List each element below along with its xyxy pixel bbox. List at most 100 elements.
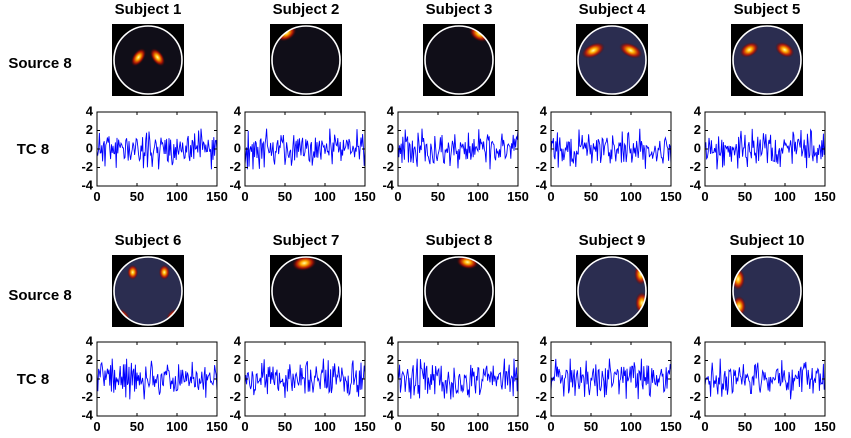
brain-disk: [425, 257, 493, 325]
x-tick-label: 50: [278, 189, 292, 204]
time-course-line: [704, 128, 826, 170]
activation-blob: [158, 264, 170, 280]
time-course-line: [96, 128, 218, 170]
y-tick-label: -2: [229, 159, 241, 174]
y-tick-label: 2: [694, 122, 701, 137]
y-tick-label: -2: [689, 389, 701, 404]
y-tick-label: -4: [229, 407, 241, 422]
y-tick-label: 2: [86, 352, 93, 367]
row-label-source-top: Source 8: [8, 55, 71, 72]
x-tick-label: 50: [431, 419, 445, 434]
y-tick-label: -4: [689, 407, 701, 422]
y-tick-label: 0: [86, 370, 93, 385]
y-tick-label: 0: [694, 370, 701, 385]
time-course-line: [550, 358, 672, 400]
subject-title: Subject 5: [734, 1, 801, 18]
activation-blob: [739, 42, 759, 58]
activation-blob: [581, 42, 605, 59]
head-outline: [732, 256, 802, 326]
head-outline: [113, 256, 183, 326]
y-tick-label: -2: [229, 389, 241, 404]
x-tick-label: 50: [431, 189, 445, 204]
x-tick-label: 100: [166, 419, 188, 434]
y-tick-label: -2: [535, 159, 547, 174]
x-tick-label: 100: [774, 419, 796, 434]
y-tick-label: 2: [86, 122, 93, 137]
x-tick-label: 0: [701, 419, 708, 434]
x-tick-label: 150: [660, 419, 682, 434]
x-tick-label: 100: [314, 419, 336, 434]
y-tick-label: 0: [387, 140, 394, 155]
subject-title: Subject 7: [273, 232, 340, 249]
y-tick-label: 4: [234, 333, 242, 348]
y-tick-label: -4: [535, 407, 547, 422]
subject-title: Subject 1: [115, 1, 182, 18]
activation-blobs: [130, 48, 166, 67]
y-tick-label: 2: [694, 352, 701, 367]
activation-blob: [619, 42, 643, 59]
x-tick-label: 0: [701, 189, 708, 204]
y-tick-label: 4: [86, 103, 94, 118]
y-tick-label: 4: [86, 333, 94, 348]
x-tick-label: 100: [314, 189, 336, 204]
time-course-line: [244, 358, 366, 398]
activation-blob: [127, 264, 139, 280]
x-tick-label: 150: [206, 419, 228, 434]
head-outline: [271, 256, 341, 326]
x-tick-label: 0: [547, 419, 554, 434]
x-tick-label: 0: [547, 189, 554, 204]
x-tick-label: 0: [394, 189, 401, 204]
x-tick-label: 150: [354, 419, 376, 434]
subject-title: Subject 9: [579, 232, 646, 249]
y-tick-label: 2: [387, 352, 394, 367]
subject-title: Subject 2: [273, 1, 340, 18]
axes-frame: [550, 111, 672, 187]
x-tick-label: 0: [241, 189, 248, 204]
x-tick-label: 50: [278, 419, 292, 434]
brain-disk: [733, 257, 801, 325]
activation-blobs: [292, 257, 317, 271]
head-outline: [113, 25, 183, 95]
row-label-tc-top: TC 8: [17, 141, 50, 158]
y-tick-label: 4: [540, 103, 548, 118]
x-tick-label: 100: [166, 189, 188, 204]
x-tick-label: 50: [584, 419, 598, 434]
activation-blob: [775, 42, 795, 58]
x-tick-label: 150: [660, 189, 682, 204]
x-tick-label: 50: [738, 419, 752, 434]
x-tick-label: 100: [620, 189, 642, 204]
x-tick-label: 100: [774, 189, 796, 204]
y-tick-label: 4: [694, 103, 702, 118]
time-course-line: [397, 128, 519, 170]
x-tick-label: 100: [620, 419, 642, 434]
activation-blob: [149, 48, 166, 67]
time-course-line: [244, 128, 366, 170]
y-tick-label: -4: [689, 177, 701, 192]
brain-disk: [425, 26, 493, 94]
y-tick-label: 2: [234, 122, 241, 137]
head-outline: [271, 25, 341, 95]
y-tick-label: -2: [81, 159, 93, 174]
y-tick-label: 4: [387, 333, 395, 348]
x-tick-label: 150: [814, 419, 836, 434]
activation-blobs: [739, 42, 795, 58]
subject-title: Subject 4: [579, 1, 646, 18]
x-tick-label: 150: [354, 189, 376, 204]
time-course-line: [96, 358, 218, 400]
y-tick-label: -2: [689, 159, 701, 174]
y-tick-label: -4: [81, 407, 93, 422]
x-tick-label: 100: [467, 419, 489, 434]
head-outline: [732, 25, 802, 95]
y-tick-label: 4: [387, 103, 395, 118]
head-outline: [424, 256, 494, 326]
y-tick-label: 2: [540, 122, 547, 137]
x-tick-label: 0: [241, 419, 248, 434]
brain-disk: [114, 26, 182, 94]
time-course-line: [550, 128, 672, 169]
